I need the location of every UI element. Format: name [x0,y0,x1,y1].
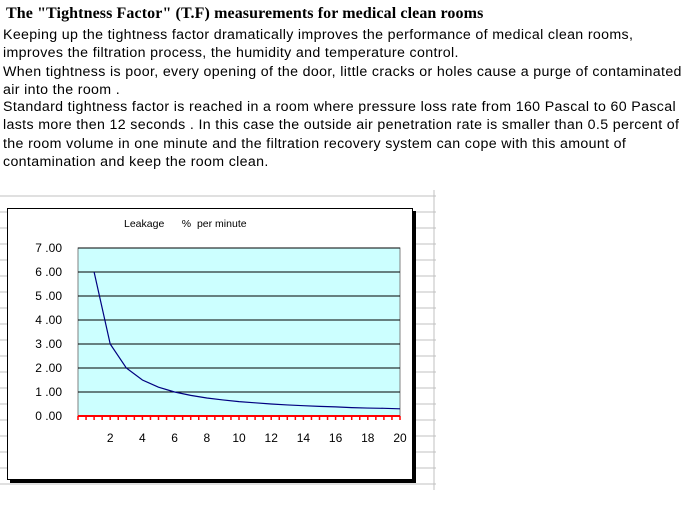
x-tick-label: 8 [203,431,210,445]
x-tick-label: 16 [329,431,343,445]
x-tick-label: 4 [139,431,146,445]
y-tick-label: 2 .00 [35,361,62,375]
chart-title: Leakage % per minute [124,218,247,230]
x-tick-label: 2 [107,431,114,445]
x-tick-label: 6 [171,431,178,445]
x-tick-label: 14 [297,431,311,445]
y-tick-label: 0 .00 [35,409,62,423]
paragraph-standard: Standard tightness factor is reached in … [3,99,680,171]
y-tick-label: 7 .00 [35,241,62,255]
page-title: The "Tightness Factor" (T.F) measurement… [6,5,484,22]
y-tick-label: 3 .00 [35,337,62,351]
x-tick-label: 10 [232,431,246,445]
leakage-chart: Leakage % per minute 0 .00 1 .00 2 .00 3 .0… [35,218,407,445]
chart-container[interactable]: Leakage % per minute 0 .00 1 .00 2 .00 3 .0… [7,208,413,480]
x-tick-label: 18 [361,431,375,445]
plot-area [77,247,401,417]
y-tick-label: 5 .00 [35,289,62,303]
leakage-series-line [93,271,401,410]
x-tick-label: 20 [393,431,407,445]
y-tick-label: 4 .00 [35,313,62,327]
paragraph-poor-tightness: When tightness is poor, every opening of… [3,64,682,99]
paragraph-intro: Keeping up the tightness factor dramatic… [3,27,634,62]
y-tick-label: 1 .00 [35,385,62,399]
x-tick-label: 12 [265,431,279,445]
y-tick-label: 6 .00 [35,265,62,279]
